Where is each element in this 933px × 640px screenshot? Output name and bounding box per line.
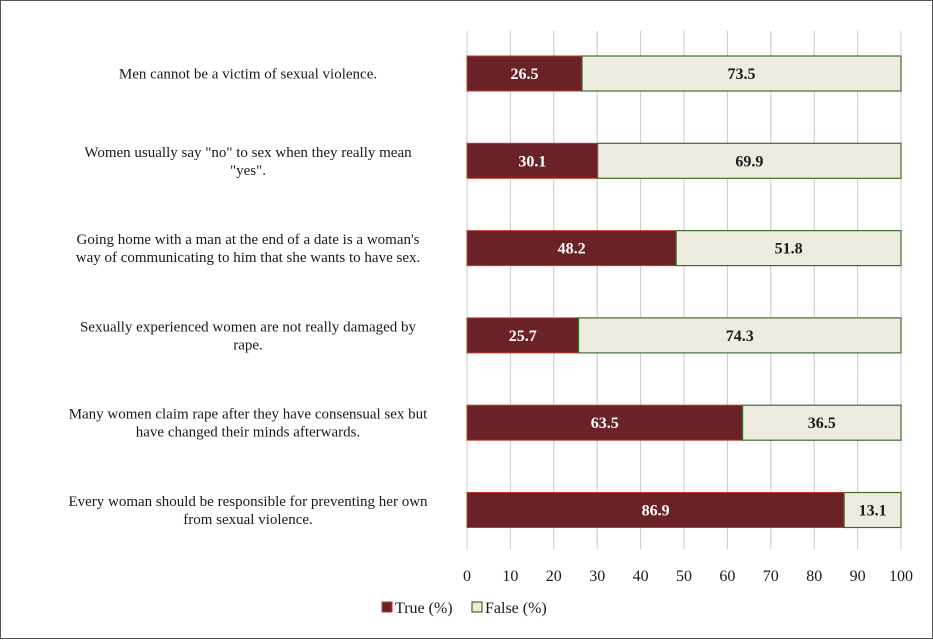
bar-false: [577, 317, 902, 354]
category-label-line: Sexually experienced women are not reall…: [80, 319, 417, 335]
category-label-line: Going home with a man at the end of a da…: [76, 232, 419, 248]
x-tick-label: 70: [763, 568, 779, 585]
bar-false: [675, 230, 902, 267]
data-label-true: 86.9: [642, 503, 670, 520]
x-axis-ticks: 0 10 20 30 40 50 60 70 80 90 100: [463, 568, 913, 585]
legend-label-false: False (%): [485, 600, 547, 617]
category-label-line: from sexual violence.: [183, 512, 313, 528]
data-label-true: 25.7: [509, 328, 537, 345]
category-label-line: Men cannot be a victim of sexual violenc…: [119, 67, 377, 83]
bar-true: [466, 230, 677, 267]
bar-false: [741, 404, 902, 441]
category-label-line: rape.: [233, 337, 263, 353]
x-tick-label: 100: [889, 568, 913, 585]
data-label-false: 73.5: [728, 66, 756, 83]
bar-false: [581, 55, 902, 92]
bars: 26.5 73.5 30.1 69.9 48.2 51.8 25.7 74.3 63.5 36.5…: [466, 55, 902, 529]
x-tick-label: 30: [589, 568, 605, 585]
category-label: Sexually experienced women are not reall…: [80, 319, 417, 353]
data-label-true: 63.5: [591, 415, 619, 432]
category-label: Going home with a man at the end of a da…: [76, 232, 421, 266]
data-label-true: 48.2: [558, 241, 586, 258]
bar-false: [597, 142, 902, 179]
bar-false: [843, 491, 902, 529]
category-label-line: Many women claim rape after they have co…: [69, 407, 428, 423]
category-label: Men cannot be a victim of sexual violenc…: [119, 67, 377, 83]
legend-swatch-true: [381, 601, 393, 613]
x-tick-label: 80: [806, 568, 822, 585]
x-tick-label: 10: [502, 568, 518, 585]
category-label: Women usually say "no" to sex when they …: [84, 145, 412, 179]
data-label-false: 69.9: [735, 153, 763, 170]
x-tick-label: 60: [719, 568, 735, 585]
data-label-true: 30.1: [518, 153, 546, 170]
legend: True (%) False (%): [381, 600, 547, 617]
x-tick-label: 90: [850, 568, 866, 585]
category-label: Every woman should be responsible for pr…: [68, 494, 428, 528]
data-label-false: 13.1: [859, 503, 887, 520]
x-tick-label: 0: [463, 568, 471, 585]
x-tick-label: 50: [676, 568, 692, 585]
bar-true: [466, 142, 599, 179]
category-label-line: way of communicating to him that she wan…: [76, 250, 421, 266]
category-labels: Men cannot be a victim of sexual violenc…: [68, 67, 428, 529]
category-label-line: have changed their minds afterwards.: [136, 425, 361, 441]
category-label-line: "yes".: [230, 163, 266, 179]
category-label-line: Women usually say "no" to sex when they …: [84, 145, 412, 161]
data-label-false: 51.8: [775, 241, 803, 258]
data-label-false: 36.5: [808, 415, 836, 432]
bar-true: [466, 404, 744, 441]
data-label-false: 74.3: [726, 328, 754, 345]
x-tick-label: 20: [546, 568, 562, 585]
category-label: Many women claim rape after they have co…: [69, 407, 428, 441]
x-tick-label: 40: [633, 568, 649, 585]
legend-swatch-false: [471, 601, 483, 613]
data-label-true: 26.5: [511, 66, 539, 83]
bar-true: [466, 55, 583, 92]
gridlines: [466, 31, 902, 549]
category-label-line: Every woman should be responsible for pr…: [68, 494, 428, 510]
legend-label-true: True (%): [395, 600, 453, 617]
